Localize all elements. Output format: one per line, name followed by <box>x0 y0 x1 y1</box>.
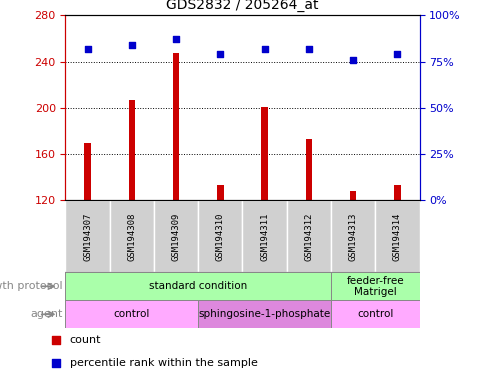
Text: GSM194310: GSM194310 <box>215 212 225 260</box>
Bar <box>393 185 400 200</box>
Point <box>348 57 356 63</box>
Text: GSM194311: GSM194311 <box>259 212 269 260</box>
Bar <box>305 139 312 200</box>
Bar <box>330 272 419 300</box>
Text: feeder-free
Matrigel: feeder-free Matrigel <box>346 276 403 297</box>
Text: count: count <box>70 335 101 345</box>
Point <box>216 51 224 57</box>
Bar <box>109 200 153 272</box>
Bar <box>330 200 375 272</box>
Text: agent: agent <box>30 310 63 319</box>
Bar <box>84 142 91 200</box>
Bar <box>172 53 179 200</box>
Bar <box>349 191 356 200</box>
Bar <box>330 300 419 328</box>
Point <box>128 42 136 48</box>
Bar <box>65 272 330 300</box>
Title: GDS2832 / 205264_at: GDS2832 / 205264_at <box>166 0 318 12</box>
Text: GSM194313: GSM194313 <box>348 212 357 260</box>
Bar <box>217 185 223 200</box>
Text: sphingosine-1-phosphate: sphingosine-1-phosphate <box>198 310 330 319</box>
Bar <box>128 100 135 200</box>
Text: control: control <box>356 310 393 319</box>
Text: GSM194307: GSM194307 <box>83 212 92 260</box>
Bar <box>65 300 198 328</box>
Point <box>304 46 312 52</box>
Point <box>52 337 60 343</box>
Bar <box>153 200 198 272</box>
Point <box>260 46 268 52</box>
Bar <box>65 200 109 272</box>
Text: GSM194314: GSM194314 <box>392 212 401 260</box>
Bar <box>198 300 330 328</box>
Bar <box>375 200 419 272</box>
Point <box>393 51 400 57</box>
Text: percentile rank within the sample: percentile rank within the sample <box>70 358 257 368</box>
Point <box>172 36 180 43</box>
Text: GSM194308: GSM194308 <box>127 212 136 260</box>
Text: growth protocol: growth protocol <box>0 281 63 291</box>
Bar <box>286 200 330 272</box>
Bar <box>242 200 286 272</box>
Text: GSM194312: GSM194312 <box>304 212 313 260</box>
Text: control: control <box>113 310 150 319</box>
Point <box>84 46 91 52</box>
Bar <box>261 107 267 200</box>
Point <box>52 360 60 366</box>
Text: standard condition: standard condition <box>149 281 247 291</box>
Bar <box>198 200 242 272</box>
Text: GSM194309: GSM194309 <box>171 212 180 260</box>
